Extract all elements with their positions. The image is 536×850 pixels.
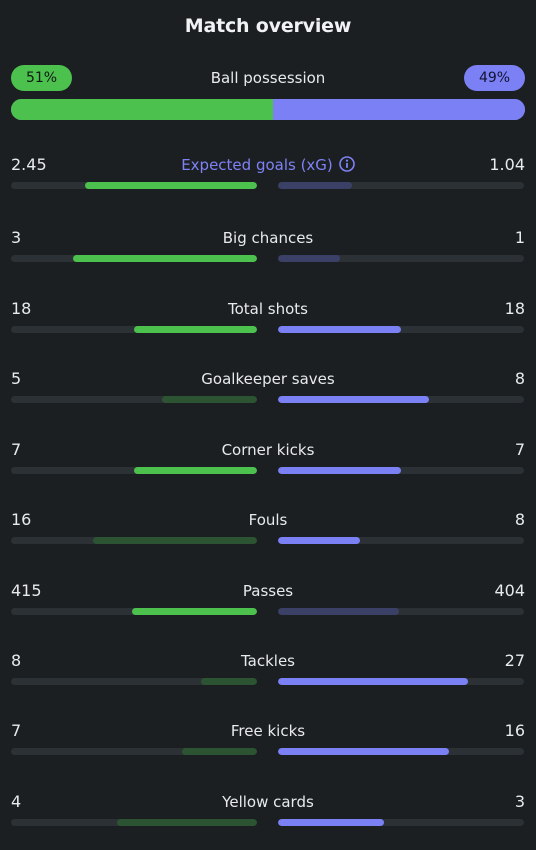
home-value: 3 bbox=[11, 228, 22, 247]
stat-row-free-kicks: 7 Free kicks 16 bbox=[0, 720, 536, 770]
home-bar-track bbox=[11, 326, 257, 333]
possession-label: Ball possession bbox=[210, 69, 326, 87]
away-bar-fill bbox=[278, 537, 360, 544]
stat-label-text: Goalkeeper saves bbox=[201, 370, 335, 388]
home-bar-fill bbox=[134, 326, 257, 333]
away-bar-track bbox=[278, 255, 524, 262]
stat-label-text: Fouls bbox=[248, 511, 288, 529]
home-bar-track bbox=[11, 608, 257, 615]
home-bar-fill bbox=[132, 608, 257, 615]
page-title: Match overview bbox=[184, 15, 352, 37]
stat-row-goalkeeper-saves: 5 Goalkeeper saves 8 bbox=[0, 368, 536, 418]
home-bar-fill bbox=[84, 182, 257, 189]
away-bar-track bbox=[278, 748, 524, 755]
away-bar-fill bbox=[278, 326, 401, 333]
home-bar-track bbox=[11, 396, 257, 403]
away-bar-track bbox=[278, 326, 524, 333]
possession-bar-home bbox=[11, 99, 274, 120]
stat-row-big-chances: 3 Big chances 1 bbox=[0, 227, 536, 277]
stat-row-fouls: 16 Fouls 8 bbox=[0, 509, 536, 559]
stat-label-text: Expected goals (xG) bbox=[181, 156, 333, 174]
possession-bar-away bbox=[273, 99, 525, 120]
stat-label: Tackles bbox=[0, 650, 536, 672]
away-bar-fill bbox=[278, 396, 430, 403]
stat-label: Free kicks bbox=[0, 720, 536, 742]
away-value: 18 bbox=[504, 299, 525, 318]
home-value: 5 bbox=[11, 369, 22, 388]
home-bar-track bbox=[11, 678, 257, 685]
away-value: 7 bbox=[514, 440, 525, 459]
home-bar-track bbox=[11, 182, 257, 189]
away-bar-track bbox=[278, 182, 524, 189]
stat-row-total-shots: 18 Total shots 18 bbox=[0, 298, 536, 348]
stat-label: Fouls bbox=[0, 509, 536, 531]
home-value: 16 bbox=[11, 510, 32, 529]
away-bar-track bbox=[278, 678, 524, 685]
stat-label-text: Yellow cards bbox=[222, 793, 314, 811]
home-bar-fill bbox=[162, 396, 257, 403]
away-bar-fill bbox=[278, 678, 468, 685]
possession-bar bbox=[11, 99, 525, 120]
stat-label-text: Corner kicks bbox=[221, 441, 315, 459]
home-possession-badge: 51% bbox=[11, 65, 72, 91]
stat-row-passes: 415 Passes 404 bbox=[0, 580, 536, 630]
stat-row-tackles: 8 Tackles 27 bbox=[0, 650, 536, 700]
stat-row-yellow-cards: 4 Yellow cards 3 bbox=[0, 791, 536, 841]
away-bar-fill bbox=[278, 608, 400, 615]
home-bar-fill bbox=[182, 748, 257, 755]
away-bar-track bbox=[278, 819, 524, 826]
home-value: 7 bbox=[11, 440, 22, 459]
away-bar-fill bbox=[278, 255, 340, 262]
away-bar-fill bbox=[278, 819, 384, 826]
stat-label: Expected goals (xG) bbox=[0, 154, 536, 176]
stat-label: Corner kicks bbox=[0, 439, 536, 461]
home-bar-fill bbox=[200, 678, 257, 685]
away-value: 1.04 bbox=[489, 155, 525, 174]
stat-label-text: Passes bbox=[242, 582, 294, 600]
home-value: 18 bbox=[11, 299, 32, 318]
info-icon[interactable] bbox=[338, 156, 355, 172]
away-bar-fill bbox=[278, 467, 401, 474]
home-value: 7 bbox=[11, 721, 22, 740]
stat-label-text: Big chances bbox=[222, 229, 314, 247]
home-value: 2.45 bbox=[11, 155, 47, 174]
away-value: 404 bbox=[494, 581, 525, 600]
away-value: 8 bbox=[514, 369, 525, 388]
away-bar-track bbox=[278, 396, 524, 403]
stat-row-corner-kicks: 7 Corner kicks 7 bbox=[0, 439, 536, 489]
away-bar-track bbox=[278, 467, 524, 474]
home-bar-track bbox=[11, 467, 257, 474]
home-value: 415 bbox=[11, 581, 42, 600]
home-bar-track bbox=[11, 255, 257, 262]
home-bar-track bbox=[11, 819, 257, 826]
home-bar-track bbox=[11, 748, 257, 755]
away-value: 8 bbox=[514, 510, 525, 529]
stat-label: Passes bbox=[0, 580, 536, 602]
home-value: 8 bbox=[11, 651, 22, 670]
away-value: 3 bbox=[514, 792, 525, 811]
away-possession-badge: 49% bbox=[464, 65, 525, 91]
stat-label: Big chances bbox=[0, 227, 536, 249]
home-bar-track bbox=[11, 537, 257, 544]
away-value: 27 bbox=[504, 651, 525, 670]
away-bar-fill bbox=[278, 182, 352, 189]
away-bar-track bbox=[278, 537, 524, 544]
away-value: 16 bbox=[504, 721, 525, 740]
stat-label: Goalkeeper saves bbox=[0, 368, 536, 390]
away-bar-track bbox=[278, 608, 524, 615]
stat-label-text: Free kicks bbox=[230, 722, 306, 740]
home-bar-fill bbox=[116, 819, 257, 826]
away-bar-fill bbox=[278, 748, 450, 755]
stat-label: Total shots bbox=[0, 298, 536, 320]
stat-label: Yellow cards bbox=[0, 791, 536, 813]
stat-row-xg: 2.45 Expected goals (xG) 1.04 bbox=[0, 154, 536, 204]
stat-label-text: Total shots bbox=[228, 300, 308, 318]
stat-label-text: Tackles bbox=[240, 652, 296, 670]
away-value: 1 bbox=[514, 228, 525, 247]
home-bar-fill bbox=[134, 467, 257, 474]
home-bar-fill bbox=[92, 537, 257, 544]
home-value: 4 bbox=[11, 792, 22, 811]
home-bar-fill bbox=[72, 255, 257, 262]
